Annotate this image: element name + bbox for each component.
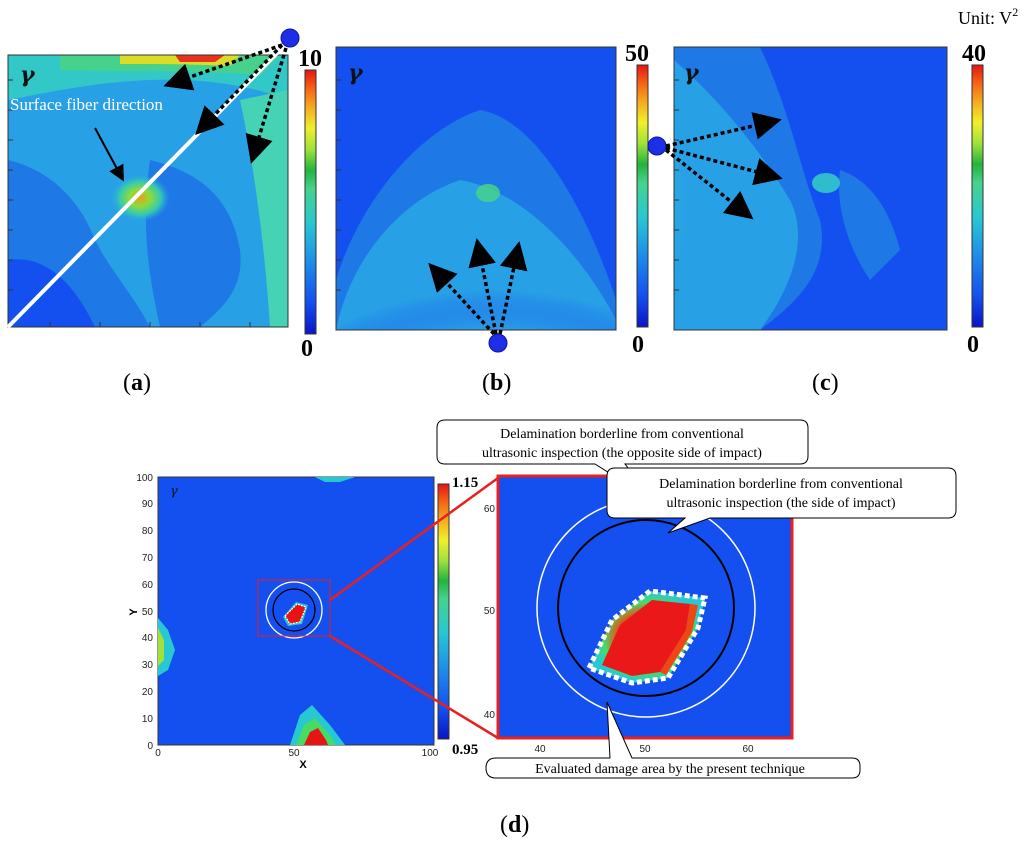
panel-c-gamma: γ bbox=[684, 60, 700, 86]
svg-text:20: 20 bbox=[142, 687, 154, 698]
panel-a-wave-arrows bbox=[163, 43, 288, 164]
panel-a-colorbar bbox=[304, 69, 317, 335]
panel-c-label: (c) bbox=[812, 370, 839, 396]
svg-text:70: 70 bbox=[142, 553, 154, 564]
zoom-y-ticks: 60 50 40 bbox=[484, 504, 496, 721]
panel-a-cb-max: 10 bbox=[298, 46, 322, 72]
svg-text:Delamination borderline from c: Delamination borderline from conventiona… bbox=[500, 427, 744, 442]
callout-impact-side: Delamination borderline from conventiona… bbox=[606, 467, 957, 534]
panel-d-cb-min: 0.95 bbox=[452, 742, 478, 758]
svg-text:80: 80 bbox=[142, 526, 154, 537]
panel-b: γ 50 0 (b) bbox=[335, 41, 649, 396]
svg-text:0: 0 bbox=[147, 741, 153, 752]
panel-d-y-ticks: 0 10 20 30 40 50 60 70 80 90 100 bbox=[136, 473, 153, 752]
panel-c-cb-min: 0 bbox=[967, 332, 979, 358]
panel-d: γ 0 10 20 30 40 50 60 70 80 90 100 0 50 … bbox=[128, 419, 957, 838]
svg-text:30: 30 bbox=[142, 660, 154, 671]
zoom-box bbox=[257, 579, 331, 637]
svg-text:100: 100 bbox=[422, 748, 439, 759]
panel-b-sensor-dot bbox=[488, 333, 508, 353]
svg-text:60: 60 bbox=[484, 504, 496, 515]
panel-d-x-ticks: 0 50 100 bbox=[155, 748, 439, 759]
svg-text:ultrasonic inspection (the opp: ultrasonic inspection (the opposite side… bbox=[482, 446, 762, 461]
unit-label: Unit: V2 bbox=[958, 5, 1018, 28]
panel-d-colorbar bbox=[437, 483, 450, 740]
svg-text:Delamination borderline from c: Delamination borderline from conventiona… bbox=[659, 477, 903, 492]
svg-text:ultrasonic inspection (the sid: ultrasonic inspection (the side of impac… bbox=[667, 496, 896, 511]
svg-text:Evaluated damage area by the p: Evaluated damage area by the present tec… bbox=[535, 762, 805, 777]
svg-text:60: 60 bbox=[742, 744, 754, 755]
svg-text:40: 40 bbox=[142, 633, 154, 644]
panel-a-sensor-dot bbox=[280, 28, 300, 48]
svg-text:50: 50 bbox=[288, 748, 300, 759]
svg-text:40: 40 bbox=[484, 710, 496, 721]
panel-c: γ 40 0 Unit: V2 (c) bbox=[647, 5, 1018, 396]
panel-b-cb-min: 0 bbox=[632, 332, 644, 358]
svg-text:50: 50 bbox=[484, 606, 496, 617]
svg-text:0: 0 bbox=[155, 748, 161, 759]
svg-text:50: 50 bbox=[639, 744, 651, 755]
panel-a-ticks bbox=[8, 79, 251, 327]
fiber-direction-line bbox=[6, 40, 290, 329]
callout-opposite-side: Delamination borderline from conventiona… bbox=[436, 419, 809, 503]
panel-c-sensor-dot bbox=[647, 136, 667, 156]
panel-d-ylabel: Y bbox=[128, 608, 140, 616]
svg-text:40: 40 bbox=[534, 744, 546, 755]
svg-text:90: 90 bbox=[142, 499, 154, 510]
panel-d-label: (d) bbox=[500, 812, 529, 838]
panel-b-label: (b) bbox=[482, 370, 511, 396]
panel-b-cb-max: 50 bbox=[625, 41, 649, 67]
panel-c-cb-max: 40 bbox=[962, 41, 986, 67]
svg-text:100: 100 bbox=[136, 473, 153, 484]
panel-a: γ Surface fiber direction 10 0 (a) bbox=[6, 28, 322, 396]
callout-damage-area: Evaluated damage area by the present tec… bbox=[485, 701, 861, 779]
panel-b-colorbar bbox=[636, 64, 649, 328]
panel-d-cb-max: 1.15 bbox=[452, 475, 478, 491]
fiber-annotation-arrow bbox=[94, 127, 124, 182]
panel-d-gamma: γ bbox=[170, 484, 178, 499]
panel-b-gamma: γ bbox=[348, 60, 364, 86]
panel-c-colorbar bbox=[971, 64, 984, 328]
panel-b-wave-arrows bbox=[428, 238, 528, 336]
panel-a-cb-min: 0 bbox=[301, 336, 313, 362]
zoom-x-ticks: 40 50 60 bbox=[534, 744, 754, 755]
fiber-direction-label: Surface fiber direction bbox=[10, 95, 163, 114]
svg-text:50: 50 bbox=[142, 607, 154, 618]
panel-a-label: (a) bbox=[123, 370, 151, 396]
panel-a-gamma: γ bbox=[20, 62, 36, 88]
svg-text:60: 60 bbox=[142, 580, 154, 591]
svg-text:10: 10 bbox=[142, 714, 154, 725]
panel-c-wave-arrows bbox=[664, 112, 783, 220]
panel-d-xlabel: X bbox=[299, 759, 307, 771]
